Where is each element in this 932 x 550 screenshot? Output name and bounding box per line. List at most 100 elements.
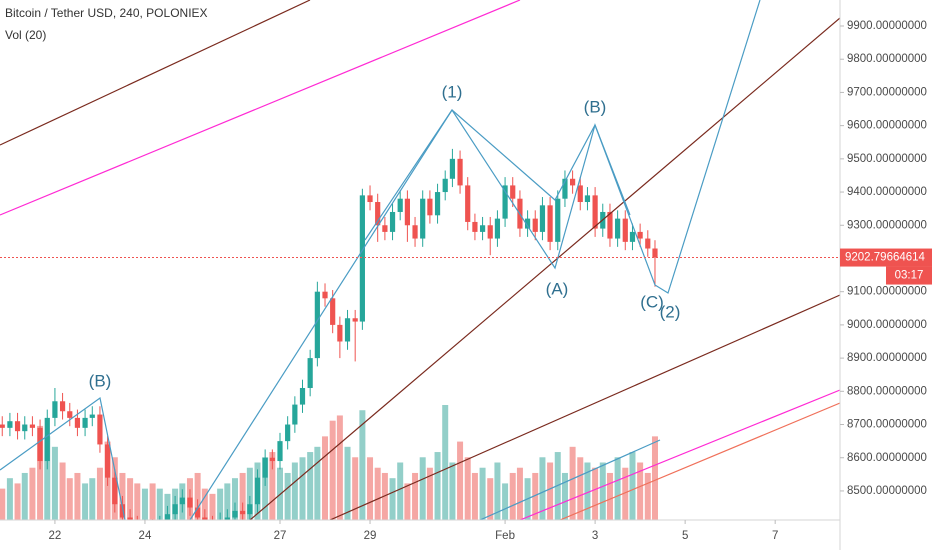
candle-body: [359, 195, 365, 322]
drawings: [0, 0, 840, 520]
volume-bar: [269, 452, 276, 520]
candle-body: [539, 205, 546, 232]
candle-body: [179, 497, 185, 505]
trend-line: [329, 294, 840, 520]
volume-bar: [577, 457, 584, 520]
volume-bar: [37, 425, 44, 520]
candle-body: [645, 238, 651, 249]
volume-bar: [217, 488, 224, 520]
y-tick-label: 9700.00000000: [847, 86, 927, 98]
volume-bar: [539, 457, 546, 520]
candle-body: [59, 401, 66, 412]
volume-bar: [449, 462, 456, 520]
volume-bar: [82, 483, 89, 520]
volume-bar: [637, 462, 644, 520]
volume-bar: [134, 483, 141, 520]
volume-bar: [584, 462, 591, 520]
y-tick-label: 9600.00000000: [847, 120, 927, 132]
volume-bar: [381, 472, 388, 520]
wave-line: [451, 109, 631, 216]
y-tick-label: 8900.00000000: [847, 352, 927, 364]
candle-body: [322, 291, 328, 299]
y-tick-label: 9900.00000000: [847, 20, 927, 32]
volume-bar: [89, 478, 96, 520]
volume-bar: [487, 478, 494, 520]
candle-body: [187, 497, 193, 508]
x-tick-label: 29: [364, 530, 377, 542]
candle-body: [254, 477, 261, 505]
candle-body: [397, 198, 403, 212]
candle-body: [307, 358, 313, 388]
x-tick-label: 3: [592, 530, 598, 542]
volume-bar: [209, 493, 216, 520]
volume-bar: [14, 483, 21, 520]
volume-bar: [352, 457, 359, 520]
candle-body: [510, 185, 516, 199]
volume-bar: [471, 472, 478, 520]
volume-bar: [44, 436, 51, 520]
y-tick-label: 9500.00000000: [847, 153, 927, 165]
y-tick-label: 8500.00000000: [847, 485, 927, 497]
candle-body: [277, 441, 283, 462]
candle-body: [375, 202, 381, 226]
volume-bar: [614, 457, 621, 520]
candle-body: [224, 517, 230, 520]
x-tick-label: 5: [682, 530, 688, 542]
volume-bar: [6, 478, 13, 520]
candle-body: [292, 404, 298, 425]
x-tick-label: 24: [139, 530, 152, 542]
volume-bar: [561, 472, 568, 520]
trend-line: [519, 389, 840, 520]
candle-body: [202, 517, 208, 520]
y-tick-label: 9800.00000000: [847, 53, 927, 65]
volume-bar: [442, 405, 449, 520]
price-label: 9202.79664614: [845, 252, 926, 264]
volume-bar: [359, 410, 366, 520]
volume-bar: [156, 488, 163, 520]
volume-bar: [622, 467, 629, 520]
wave-label: (2): [660, 302, 681, 321]
volume-bar: [0, 488, 6, 520]
volume-bar: [494, 462, 501, 520]
y-tick-label: 9100.00000000: [847, 286, 927, 298]
volume-bar: [314, 446, 321, 520]
candle-body: [7, 421, 13, 428]
x-tick-label: 27: [274, 530, 287, 542]
candle-body: [502, 185, 508, 219]
candle-body: [119, 504, 126, 518]
price-label-box: [840, 248, 932, 267]
countdown: 03:17: [895, 270, 924, 282]
volume-bar: [284, 472, 291, 520]
volume-bar: [291, 462, 298, 520]
y-tick-label: 9300.00000000: [847, 219, 927, 231]
wave-label: (B): [584, 97, 607, 116]
candle-body: [127, 517, 133, 520]
volume-bar: [149, 483, 156, 520]
volume-bar: [644, 472, 651, 520]
volume-bar: [344, 446, 351, 520]
volume-bar: [509, 472, 516, 520]
volume-bar: [502, 483, 509, 520]
candle-body: [412, 225, 418, 239]
candle-body: [330, 298, 336, 325]
candle-body: [262, 457, 268, 478]
volume-bar: [651, 436, 658, 520]
candle-body: [420, 198, 426, 239]
candle-body: [434, 192, 441, 216]
volume-bar: [194, 472, 201, 520]
volume-bar: [74, 472, 81, 520]
volume-bar: [239, 472, 246, 520]
candle-body: [247, 504, 253, 515]
candle-body: [487, 225, 493, 239]
volume-bar: [599, 462, 606, 520]
candle-body: [195, 507, 201, 518]
wave-label: (B): [89, 371, 112, 390]
candle-body: [404, 198, 410, 226]
candle-body: [389, 211, 396, 232]
volume-bar: [592, 467, 599, 520]
volume-bar: [479, 467, 486, 520]
chart-title: Bitcoin / Tether USD, 240, POLONIEX: [5, 6, 208, 20]
trend-line: [559, 402, 840, 520]
candle-body: [584, 195, 591, 203]
